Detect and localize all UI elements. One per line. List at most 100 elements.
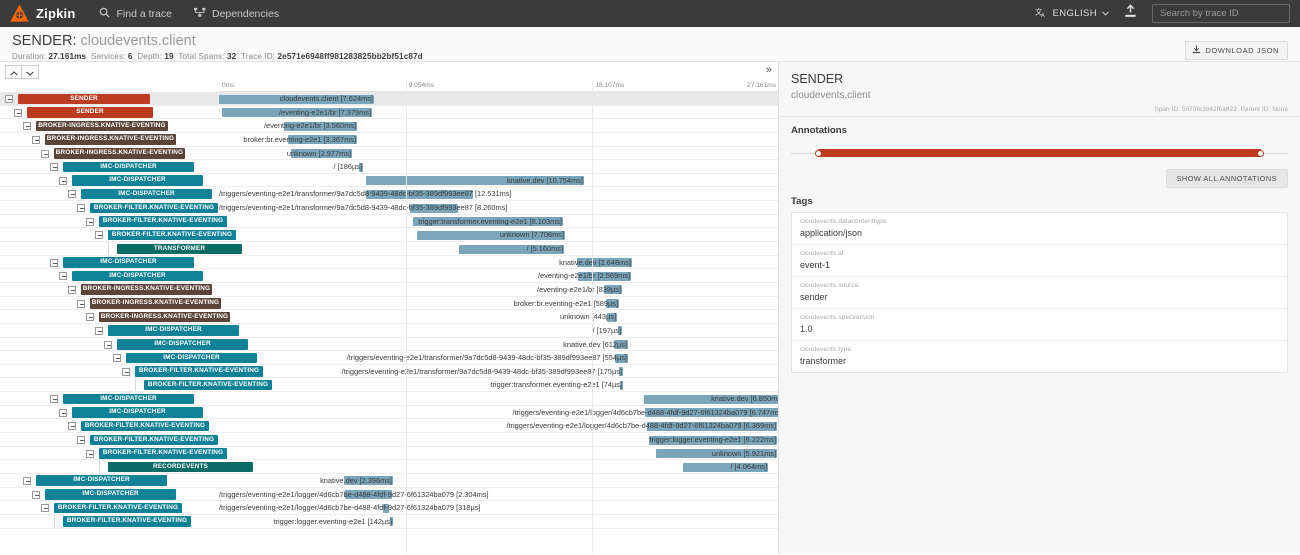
- span-duration-bar[interactable]: [604, 285, 622, 295]
- span-row[interactable]: TRANSFORMER / [5.160ms]: [0, 242, 778, 256]
- span-row[interactable]: IMC-DISPATCHER knative.dev [612µs]: [0, 338, 778, 352]
- span-toggle-button[interactable]: [86, 449, 94, 458]
- service-name-chip[interactable]: BROKER-INGRESS.KNATIVE-EVENTING: [36, 120, 168, 132]
- span-row[interactable]: IMC-DISPATCHER/triggers/eventing-e2e1/lo…: [0, 488, 778, 502]
- span-toggle-button[interactable]: [23, 122, 31, 131]
- service-name-chip[interactable]: BROKER-FILTER.KNATIVE-EVENTING: [144, 379, 272, 391]
- download-json-button[interactable]: DOWNLOAD JSON: [1185, 41, 1288, 60]
- span-toggle-button[interactable]: [68, 285, 76, 294]
- span-duration-bar[interactable]: [366, 176, 584, 186]
- service-name-chip[interactable]: BROKER-FILTER.KNATIVE-EVENTING: [90, 202, 218, 214]
- search-input[interactable]: [1152, 4, 1290, 23]
- span-toggle-button[interactable]: [113, 354, 121, 363]
- span-duration-bar[interactable]: [359, 162, 363, 172]
- span-duration-bar[interactable]: [577, 258, 632, 268]
- span-toggle-button[interactable]: [95, 326, 103, 335]
- span-duration-bar[interactable]: [620, 380, 623, 390]
- span-row[interactable]: BROKER-INGRESS.KNATIVE-EVENTING broker:br…: [0, 297, 778, 311]
- service-name-chip[interactable]: BROKER-FILTER.KNATIVE-EVENTING: [99, 448, 227, 459]
- span-row[interactable]: BROKER-FILTER.KNATIVE-EVENTING/triggers/…: [0, 365, 778, 379]
- service-name-chip[interactable]: BROKER-FILTER.KNATIVE-EVENTING: [99, 216, 227, 227]
- service-name-chip[interactable]: IMC-DISPATCHER: [72, 270, 203, 282]
- span-row[interactable]: IMC-DISPATCHER knative.dev [2.396ms]: [0, 474, 778, 488]
- service-name-chip[interactable]: SENDER: [18, 93, 150, 104]
- span-toggle-button[interactable]: [77, 299, 85, 308]
- span-duration-bar[interactable]: [410, 203, 458, 213]
- service-name-chip[interactable]: IMC-DISPATCHER: [63, 161, 194, 173]
- service-name-chip[interactable]: IMC-DISPATCHER: [126, 352, 257, 364]
- span-duration-bar[interactable]: [417, 230, 565, 240]
- span-row[interactable]: IMC-DISPATCHER knative.dev [2.648ms]: [0, 256, 778, 270]
- service-name-chip[interactable]: IMC-DISPATCHER: [36, 475, 167, 486]
- service-name-chip[interactable]: BROKER-INGRESS.KNATIVE-EVENTING: [81, 284, 212, 295]
- span-duration-bar[interactable]: [578, 271, 631, 281]
- service-name-chip[interactable]: BROKER-FILTER.KNATIVE-EVENTING: [90, 434, 218, 446]
- service-name-chip[interactable]: BROKER-INGRESS.KNATIVE-EVENTING: [99, 311, 230, 323]
- service-name-chip[interactable]: BROKER-FILTER.KNATIVE-EVENTING: [81, 420, 209, 432]
- service-name-chip[interactable]: IMC-DISPATCHER: [63, 257, 194, 268]
- span-row[interactable]: RECORDEVENTS / [4.064ms]: [0, 460, 778, 474]
- span-duration-bar[interactable]: [284, 121, 357, 131]
- span-row[interactable]: BROKER-FILTER.KNATIVE-EVENTING/triggers/…: [0, 419, 778, 434]
- span-toggle-button[interactable]: [50, 163, 58, 172]
- span-row[interactable]: IMC-DISPATCHER/triggers/eventing-e2e1/tr…: [0, 351, 778, 365]
- span-duration-bar[interactable]: [413, 217, 563, 227]
- annotation-end-marker[interactable]: [1257, 149, 1265, 157]
- span-toggle-button[interactable]: [59, 176, 67, 185]
- span-row[interactable]: IMC-DISPATCHER knative.dev [10.754ms]: [0, 174, 778, 188]
- span-duration-bar[interactable]: [219, 94, 374, 104]
- language-selector[interactable]: 文 A ENGLISH: [1035, 7, 1109, 21]
- span-toggle-button[interactable]: [32, 490, 40, 499]
- service-name-chip[interactable]: BROKER-FILTER.KNATIVE-EVENTING: [108, 229, 236, 241]
- span-row[interactable]: IMC-DISPATCHER / [186µs]: [0, 160, 778, 174]
- span-duration-bar[interactable]: [291, 149, 352, 159]
- span-row[interactable]: BROKER-FILTER.KNATIVE-EVENTING/triggers/…: [0, 501, 778, 515]
- annotation-start-marker[interactable]: [814, 149, 822, 157]
- service-name-chip[interactable]: SENDER: [27, 107, 153, 118]
- span-toggle-button[interactable]: [86, 313, 94, 322]
- span-toggle-button[interactable]: [86, 217, 94, 226]
- span-duration-bar[interactable]: [614, 340, 628, 350]
- span-duration-bar[interactable]: [619, 367, 623, 377]
- span-duration-bar[interactable]: [222, 108, 372, 118]
- span-row[interactable]: BROKER-INGRESS.KNATIVE-EVENTING/eventing…: [0, 119, 778, 133]
- span-toggle-button[interactable]: [41, 149, 49, 158]
- span-duration-bar[interactable]: [618, 326, 622, 336]
- span-row[interactable]: BROKER-INGRESS.KNATIVE-EVENTING broker:br…: [0, 133, 778, 147]
- span-duration-bar[interactable]: [656, 449, 777, 459]
- span-row[interactable]: BROKER-FILTER.KNATIVE-EVENTING trigger:lo…: [0, 514, 778, 529]
- service-name-chip[interactable]: IMC-DISPATCHER: [81, 188, 212, 200]
- service-name-chip[interactable]: BROKER-INGRESS.KNATIVE-EVENTING: [90, 298, 221, 309]
- service-name-chip[interactable]: BROKER-INGRESS.KNATIVE-EVENTING: [45, 134, 176, 145]
- span-row[interactable]: BROKER-FILTER.KNATIVE-EVENTING trigger:lo…: [0, 433, 778, 447]
- brand-title[interactable]: Zipkin: [36, 6, 76, 21]
- span-row[interactable]: BROKER-FILTER.KNATIVE-EVENTING unknown [5…: [0, 447, 778, 461]
- span-toggle-button[interactable]: [41, 504, 49, 513]
- span-row[interactable]: BROKER-FILTER.KNATIVE-EVENTING trigger:tr…: [0, 215, 778, 229]
- collapse-all-button[interactable]: [5, 64, 22, 79]
- span-row[interactable]: IMC-DISPATCHER/eventing-e2e1/br [2.569ms…: [0, 269, 778, 283]
- service-name-chip[interactable]: IMC-DISPATCHER: [72, 407, 203, 418]
- upload-trace-button[interactable]: [1123, 3, 1138, 24]
- span-row[interactable]: SENDER cloudevents.client [7.624ms]: [0, 92, 778, 106]
- service-name-chip[interactable]: IMC-DISPATCHER: [72, 175, 203, 186]
- span-duration-bar[interactable]: [644, 394, 778, 404]
- service-name-chip[interactable]: TRANSFORMER: [117, 243, 242, 255]
- service-name-chip[interactable]: BROKER-FILTER.KNATIVE-EVENTING: [63, 516, 191, 527]
- service-name-chip[interactable]: IMC-DISPATCHER: [63, 393, 194, 405]
- span-duration-bar[interactable]: [645, 408, 778, 418]
- nav-find-a-trace[interactable]: Find a trace: [99, 7, 172, 21]
- span-toggle-button[interactable]: [50, 395, 58, 404]
- service-name-chip[interactable]: IMC-DISPATCHER: [117, 339, 248, 350]
- span-duration-bar[interactable]: [647, 421, 777, 431]
- nav-dependencies[interactable]: Dependencies: [193, 7, 279, 21]
- span-row[interactable]: IMC-DISPATCHER/triggers/eventing-e2e1/tr…: [0, 187, 778, 202]
- span-row[interactable]: BROKER-INGRESS.KNATIVE-EVENTING unknown […: [0, 310, 778, 324]
- service-name-chip[interactable]: BROKER-INGRESS.KNATIVE-EVENTING: [54, 148, 185, 159]
- double-chevron-right-icon[interactable]: »: [765, 64, 772, 76]
- span-toggle-button[interactable]: [32, 135, 40, 144]
- span-row[interactable]: BROKER-FILTER.KNATIVE-EVENTING unknown [7…: [0, 228, 778, 243]
- span-duration-bar[interactable]: [344, 476, 393, 486]
- span-duration-bar[interactable]: [649, 435, 777, 445]
- show-all-annotations-button[interactable]: SHOW ALL ANNOTATIONS: [1165, 169, 1288, 188]
